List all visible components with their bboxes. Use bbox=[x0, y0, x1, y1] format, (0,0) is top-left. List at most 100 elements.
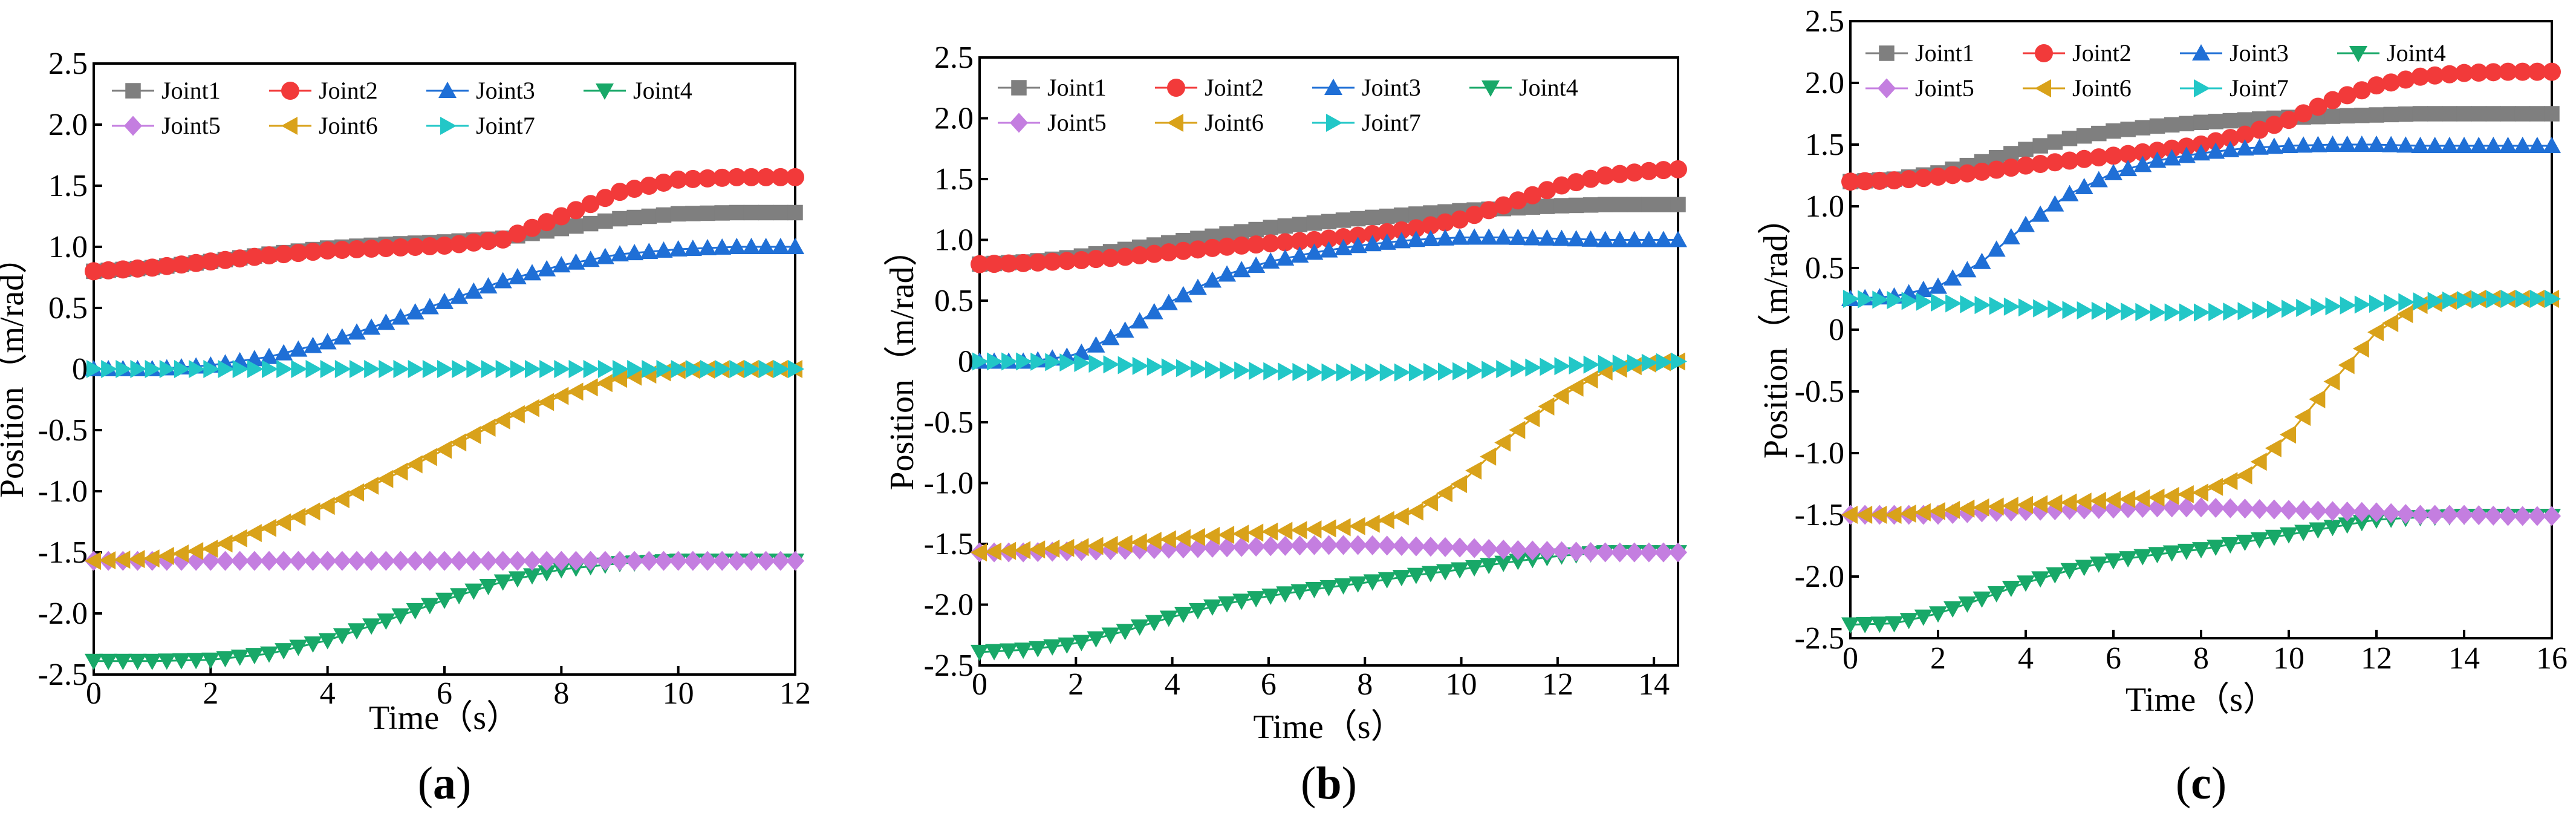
data-point bbox=[2352, 81, 2371, 100]
data-point bbox=[2442, 106, 2457, 122]
data-point bbox=[1174, 241, 1192, 260]
data-point bbox=[2162, 545, 2181, 562]
data-point bbox=[2311, 298, 2327, 316]
data-point bbox=[187, 541, 204, 560]
data-point bbox=[2119, 551, 2138, 568]
data-point bbox=[305, 360, 322, 378]
data-point bbox=[1436, 564, 1454, 581]
data-point bbox=[1973, 498, 1989, 517]
data-point bbox=[2369, 295, 2386, 313]
legend-marker bbox=[1482, 80, 1500, 97]
data-point bbox=[1945, 294, 1962, 313]
legend-label: Joint3 bbox=[1362, 74, 1421, 101]
x-tick-label: 14 bbox=[1638, 667, 1670, 702]
data-point bbox=[2002, 228, 2020, 244]
data-point bbox=[1407, 536, 1425, 557]
data-point bbox=[1014, 642, 1033, 659]
data-point bbox=[1276, 249, 1295, 266]
data-point bbox=[756, 551, 775, 571]
y-tick-label: 0 bbox=[72, 352, 88, 387]
data-point bbox=[1899, 504, 1916, 523]
data-point bbox=[1914, 609, 1933, 626]
x-tick-label: 10 bbox=[663, 676, 694, 711]
data-point bbox=[1567, 230, 1586, 247]
data-point bbox=[1914, 169, 1933, 188]
data-point bbox=[1931, 293, 1947, 312]
data-point bbox=[348, 623, 366, 640]
legend-item-joint6: Joint6 bbox=[269, 112, 378, 139]
data-point bbox=[567, 253, 585, 270]
data-point bbox=[2471, 290, 2488, 309]
y-tick-label: -1.0 bbox=[924, 466, 974, 501]
data-point bbox=[1656, 353, 1673, 371]
series-line bbox=[93, 368, 795, 562]
data-point bbox=[2091, 125, 2107, 142]
data-point bbox=[2309, 522, 2327, 539]
data-point bbox=[596, 551, 614, 571]
data-point bbox=[612, 211, 628, 227]
data-point bbox=[1263, 220, 1278, 235]
data-point bbox=[2412, 106, 2428, 122]
data-point bbox=[1379, 208, 1395, 224]
data-point bbox=[1639, 162, 1658, 180]
data-point bbox=[508, 551, 527, 571]
data-point bbox=[362, 318, 381, 335]
data-point bbox=[1567, 173, 1586, 192]
data-point bbox=[523, 568, 541, 585]
data-point bbox=[758, 360, 775, 378]
data-point bbox=[391, 308, 410, 325]
data-point bbox=[2500, 106, 2516, 122]
data-point bbox=[2075, 492, 2092, 511]
legend-label: Joint4 bbox=[633, 77, 692, 104]
data-point bbox=[788, 360, 804, 378]
data-point bbox=[2250, 453, 2267, 471]
data-point bbox=[2192, 483, 2208, 502]
data-point bbox=[613, 360, 629, 378]
data-point bbox=[1188, 278, 1207, 295]
data-point bbox=[1188, 528, 1205, 546]
data-point bbox=[552, 551, 571, 571]
y-tick-label: 0.5 bbox=[934, 284, 974, 318]
data-point bbox=[318, 497, 335, 515]
data-point bbox=[479, 551, 498, 571]
data-point bbox=[625, 180, 644, 198]
data-point bbox=[1000, 541, 1016, 560]
data-point bbox=[435, 292, 454, 309]
data-point bbox=[1203, 271, 1221, 288]
data-point bbox=[1247, 591, 1266, 608]
series-joint4 bbox=[1841, 509, 2561, 634]
data-point bbox=[130, 360, 147, 378]
data-point bbox=[1987, 160, 2006, 179]
data-point bbox=[2133, 549, 2152, 566]
data-point bbox=[1870, 506, 1887, 524]
data-point bbox=[972, 352, 989, 371]
data-point bbox=[1538, 397, 1555, 416]
data-point bbox=[2486, 290, 2503, 309]
data-point bbox=[508, 571, 527, 588]
y-tick-label: -2.0 bbox=[1795, 560, 1844, 594]
data-point bbox=[2427, 292, 2444, 310]
y-axis-label: Position（m/rad） bbox=[1757, 201, 1795, 459]
data-point bbox=[1014, 253, 1033, 272]
data-point bbox=[2223, 302, 2240, 321]
data-point bbox=[275, 344, 293, 361]
data-point bbox=[2440, 505, 2459, 525]
data-point bbox=[1348, 237, 1367, 253]
data-point bbox=[2309, 97, 2327, 116]
data-point bbox=[525, 360, 541, 378]
data-point bbox=[2091, 301, 2108, 320]
data-point bbox=[1319, 519, 1336, 538]
data-point bbox=[742, 551, 761, 571]
data-point bbox=[1218, 237, 1237, 256]
data-point bbox=[786, 238, 804, 254]
data-point bbox=[348, 483, 364, 502]
data-point bbox=[2252, 301, 2269, 320]
data-point bbox=[364, 360, 381, 378]
data-point bbox=[1101, 627, 1120, 644]
data-point bbox=[538, 551, 556, 571]
data-point bbox=[2133, 155, 2152, 172]
data-point bbox=[1598, 355, 1615, 373]
data-point bbox=[2237, 302, 2254, 321]
data-point bbox=[669, 170, 688, 189]
data-point bbox=[508, 405, 525, 423]
